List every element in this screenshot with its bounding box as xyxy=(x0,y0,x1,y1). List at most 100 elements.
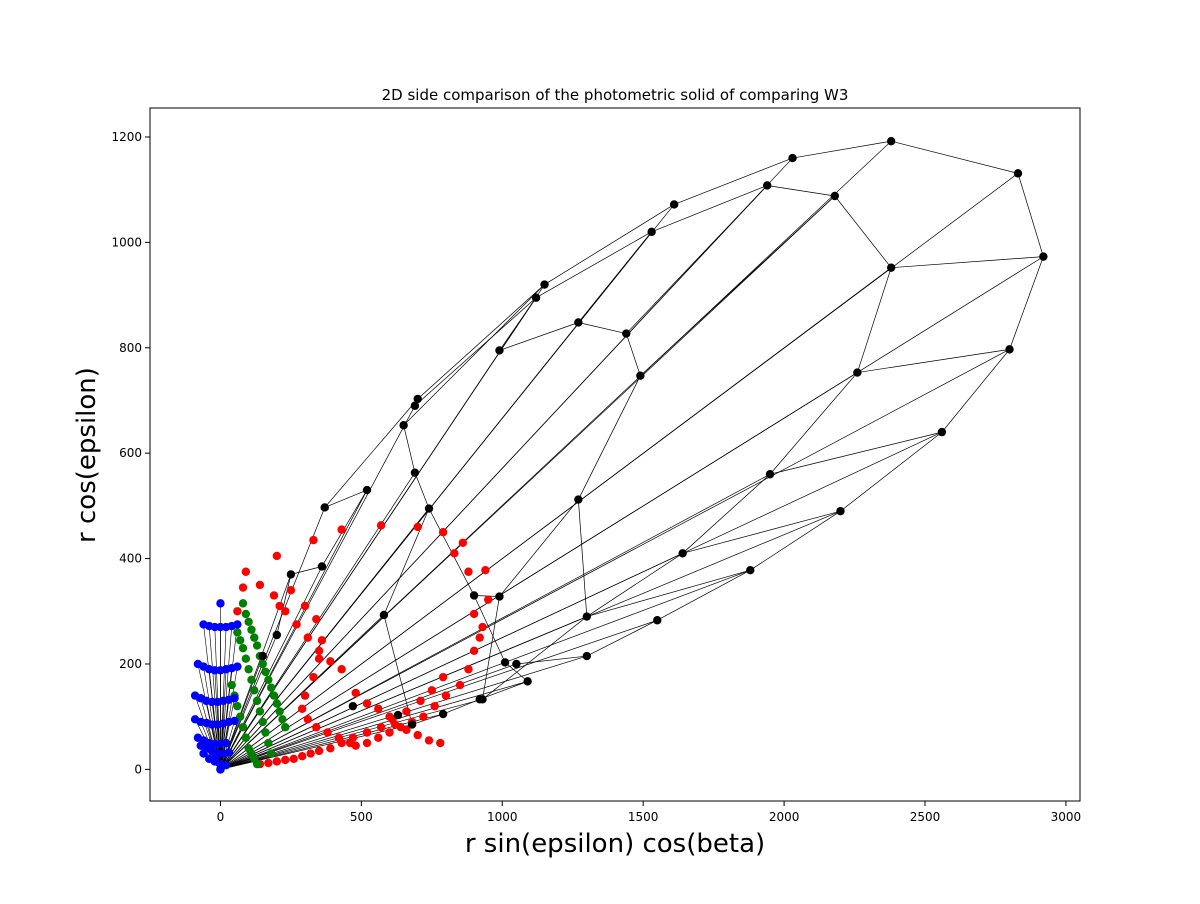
wireframe-edge xyxy=(220,552,683,770)
data-point-red xyxy=(292,620,301,629)
data-point-red xyxy=(281,607,290,616)
data-point-red xyxy=(303,633,313,642)
data-point-red xyxy=(362,738,372,748)
data-point-red xyxy=(376,723,386,732)
data-point-red xyxy=(317,636,327,645)
data-point-black xyxy=(1005,345,1014,354)
wireframe-edge xyxy=(682,510,841,554)
data-point-red xyxy=(314,654,324,663)
data-point-green xyxy=(255,707,265,716)
wireframe-edge xyxy=(625,333,641,376)
data-point-black xyxy=(469,591,479,600)
x-tick-label: 2000 xyxy=(769,810,800,824)
data-point-black xyxy=(258,651,267,661)
x-tick-label: 1000 xyxy=(487,810,518,824)
data-point-green xyxy=(275,707,284,716)
wireframe-edge xyxy=(220,566,323,770)
data-point-black xyxy=(647,227,656,237)
data-point-red xyxy=(483,595,493,604)
data-point-green xyxy=(258,717,267,727)
data-point-black xyxy=(746,565,755,575)
data-point-red xyxy=(469,609,479,619)
y-tick-label: 1000 xyxy=(111,235,142,249)
data-point-blue xyxy=(221,738,231,748)
data-point-blue xyxy=(210,754,220,764)
data-point-red xyxy=(362,699,372,708)
data-point-red xyxy=(455,680,465,690)
x-tick-label: 500 xyxy=(350,810,373,824)
wireframe-edge xyxy=(769,431,942,475)
data-point-red xyxy=(385,728,394,737)
x-tick-label: 0 xyxy=(217,810,225,824)
data-point-green xyxy=(241,609,251,619)
data-point-red xyxy=(326,744,335,753)
wireframe-edge xyxy=(220,372,858,770)
wireframe-edge xyxy=(220,405,416,770)
data-point-black xyxy=(669,200,679,209)
data-point-black xyxy=(320,503,329,512)
data-point-blue xyxy=(233,620,242,629)
wireframe-edge xyxy=(1009,256,1044,350)
data-point-red xyxy=(362,728,372,737)
data-point-green xyxy=(261,667,270,677)
data-point-red xyxy=(438,672,448,682)
data-point-red xyxy=(241,567,251,576)
data-point-red xyxy=(272,757,282,766)
data-point-red xyxy=(413,730,422,740)
wireframe-edge xyxy=(504,662,528,682)
data-point-red xyxy=(238,583,248,592)
data-point-black xyxy=(1013,169,1023,178)
data-point-red xyxy=(286,586,296,595)
data-point-red xyxy=(464,567,473,576)
wireframe-edge xyxy=(578,499,588,617)
data-point-black xyxy=(653,616,662,625)
data-point-black xyxy=(886,137,896,146)
data-point-blue xyxy=(216,599,225,608)
wireframe-edge xyxy=(1017,173,1044,257)
data-point-red xyxy=(385,712,394,721)
y-axis-label: r cos(epsilon) xyxy=(72,367,102,543)
wireframe-edge xyxy=(414,472,430,509)
data-point-green xyxy=(258,659,267,669)
data-point-green xyxy=(233,628,242,637)
data-point-black xyxy=(762,181,772,190)
wireframe-edge xyxy=(220,614,385,770)
data-point-black xyxy=(399,421,408,430)
data-point-red xyxy=(427,686,437,695)
wireframe-edge xyxy=(479,681,528,700)
data-point-black xyxy=(582,651,592,661)
data-point-red xyxy=(289,754,298,764)
data-point-green xyxy=(269,691,279,700)
data-point-green xyxy=(278,715,287,724)
x-tick-label: 3000 xyxy=(1051,810,1082,824)
data-point-red xyxy=(306,749,315,758)
wireframe-edge xyxy=(473,595,506,663)
data-point-blue xyxy=(230,694,239,703)
data-point-green xyxy=(250,686,259,695)
data-point-red xyxy=(297,704,307,713)
data-point-green xyxy=(247,625,256,634)
wireframe-edge xyxy=(891,256,1044,269)
data-point-black xyxy=(413,394,422,404)
data-point-green xyxy=(252,641,262,650)
data-point-green xyxy=(227,680,236,690)
data-point-red xyxy=(323,728,332,737)
data-point-red xyxy=(351,741,360,750)
data-point-red xyxy=(233,607,242,616)
data-point-green xyxy=(261,728,270,737)
wireframe-edge xyxy=(411,713,444,725)
plot-area xyxy=(190,137,1048,774)
data-point-red xyxy=(430,701,439,711)
data-point-black xyxy=(407,720,417,729)
data-point-red xyxy=(300,601,310,611)
data-point-green xyxy=(272,699,282,708)
data-point-blue xyxy=(216,765,225,774)
chart-title: 2D side comparison of the photometric so… xyxy=(382,86,849,104)
data-point-black xyxy=(937,427,947,437)
wireframe-edge xyxy=(857,349,1010,373)
data-point-black xyxy=(574,495,583,504)
wireframe-edge xyxy=(220,195,836,770)
wireframe-edge xyxy=(767,185,835,197)
data-point-green xyxy=(247,675,256,684)
